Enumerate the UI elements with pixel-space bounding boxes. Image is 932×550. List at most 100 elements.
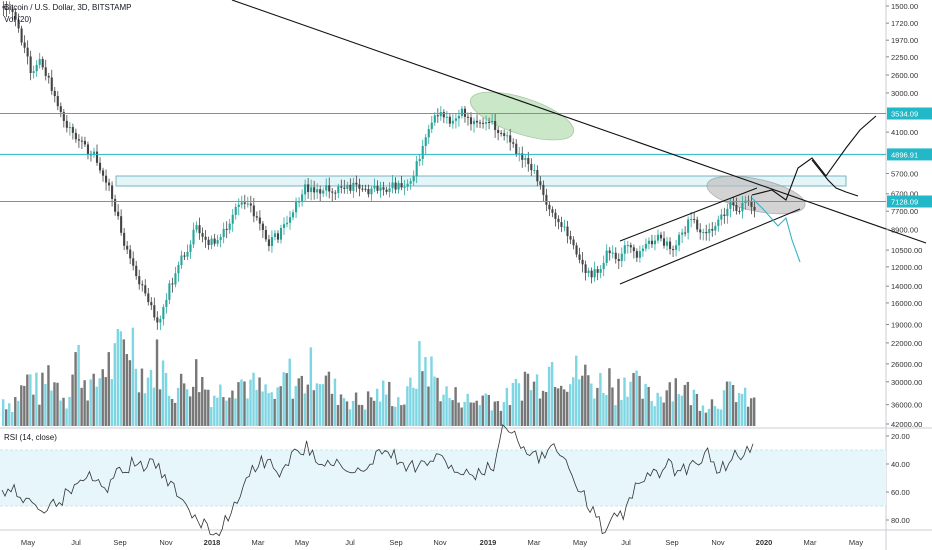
- volume-bar: [535, 374, 539, 426]
- candle-body: [346, 184, 349, 189]
- time-tick-label: 2018: [204, 538, 221, 547]
- volume-bar: [484, 393, 487, 426]
- candle-body: [234, 206, 237, 215]
- volume-bar: [427, 386, 430, 426]
- candle-body: [675, 245, 678, 250]
- volume-bar: [692, 389, 696, 426]
- volume-bar: [424, 357, 427, 426]
- volume-bar: [626, 396, 629, 426]
- volume-bar: [451, 400, 454, 426]
- candle-body: [301, 194, 304, 202]
- candle-body: [204, 236, 207, 240]
- volume-bar: [170, 398, 174, 426]
- price-tick-label: 10500.00: [891, 246, 922, 255]
- candle-body: [569, 236, 572, 240]
- volume-bar: [53, 382, 56, 426]
- candle-body: [147, 293, 150, 303]
- candle-body: [533, 170, 536, 172]
- candle-body: [433, 115, 436, 123]
- volume-bar: [5, 409, 8, 426]
- volume-bar: [578, 379, 581, 426]
- volume-bar: [92, 373, 95, 426]
- candle-body: [213, 238, 216, 244]
- volume-bar: [605, 394, 608, 426]
- volume-bar: [80, 387, 83, 426]
- volume-bar: [445, 386, 448, 426]
- time-tick-label: Nov: [433, 538, 447, 547]
- candle-body: [469, 117, 473, 125]
- volume-bar: [345, 401, 349, 426]
- volume-bar: [246, 398, 249, 426]
- volume-bar: [336, 405, 340, 426]
- volume-bar: [321, 384, 325, 426]
- candle-body: [334, 192, 337, 194]
- candle-body: [255, 216, 258, 218]
- volume-bar: [303, 393, 307, 426]
- volume-bar: [391, 406, 394, 426]
- candle-body: [653, 240, 657, 245]
- volume-bar: [207, 389, 210, 426]
- volume-bar: [101, 369, 104, 426]
- candle-body: [506, 135, 509, 137]
- rsi-tick-label: 20.00: [891, 432, 910, 441]
- volume-bar: [743, 387, 747, 426]
- volume-bar: [312, 390, 316, 426]
- price-level-label: 3534.09: [891, 110, 918, 119]
- volume-bar: [740, 393, 744, 426]
- volume-bar: [213, 395, 216, 426]
- candle-body: [322, 190, 325, 194]
- volume-bar: [59, 400, 62, 426]
- rsi-panel: [0, 423, 886, 537]
- volume-bar: [526, 373, 530, 426]
- candle-body: [454, 118, 457, 121]
- volume-bar: [125, 354, 129, 426]
- chart-title: Bitcoin / U.S. Dollar, 3D, BITSTAMP: [4, 3, 132, 12]
- candle-body: [521, 153, 524, 160]
- volume-bar: [152, 387, 156, 426]
- candle-body: [276, 233, 280, 240]
- candle-body: [515, 143, 518, 155]
- volume-bar: [324, 375, 328, 426]
- price-tick-label: 8900.00: [891, 225, 918, 234]
- price-tick-label: 1970.00: [891, 36, 918, 45]
- channel-upper-line: [619, 187, 758, 242]
- candle-body: [14, 12, 17, 20]
- price-tick-label: 36000.00: [891, 401, 922, 410]
- candle-body: [527, 158, 530, 165]
- candle-body: [373, 185, 376, 189]
- candle-body: [195, 225, 198, 230]
- volume-bar: [342, 398, 346, 426]
- volume-bar: [122, 339, 126, 426]
- volume-bar: [716, 408, 720, 426]
- candle-body: [681, 232, 684, 235]
- volume-bar: [632, 372, 635, 426]
- candle-body: [210, 238, 213, 245]
- candle-body: [331, 191, 334, 193]
- candle-body: [310, 187, 313, 193]
- volume-bar: [29, 374, 32, 426]
- volume-bar: [599, 372, 602, 426]
- volume-bar: [728, 381, 732, 426]
- candle-body: [575, 245, 578, 255]
- candle-body: [403, 186, 406, 188]
- volume-bar: [140, 368, 144, 426]
- volume-bar: [686, 381, 690, 426]
- candle-body: [32, 71, 35, 73]
- candle-body: [412, 176, 415, 182]
- candle-body: [138, 276, 141, 285]
- volume-bar: [752, 397, 756, 426]
- candle-body: [702, 231, 705, 233]
- volume-bar: [602, 392, 605, 426]
- volume-bar: [47, 365, 50, 426]
- volume-bar: [379, 401, 382, 426]
- candle-body: [614, 252, 617, 260]
- candle-body: [500, 132, 503, 134]
- candle-body: [101, 170, 105, 176]
- volume-bar: [547, 366, 551, 426]
- volume-bar: [478, 405, 481, 426]
- candle-body: [120, 216, 123, 233]
- volume-bar: [210, 407, 213, 426]
- volume-bar: [357, 404, 361, 426]
